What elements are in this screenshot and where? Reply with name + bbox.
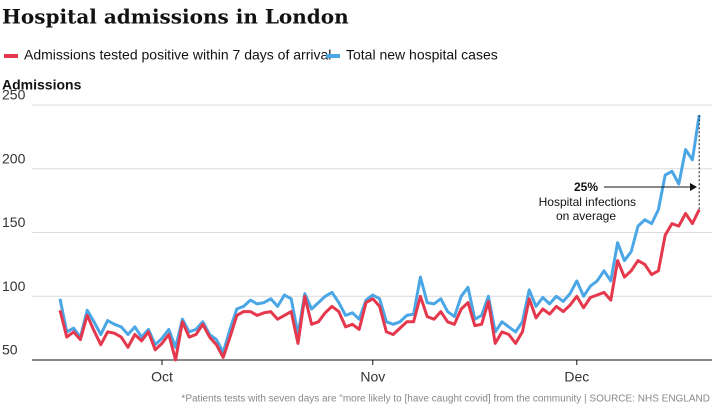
legend-label: Total new hospital cases [346, 47, 498, 63]
series-line [58, 114, 701, 354]
x-tick-label: Oct [151, 369, 173, 385]
legend-label: Admissions tested positive within 7 days… [24, 47, 331, 63]
annotation-text: on average [556, 209, 616, 223]
y-axis-label: Admissions [2, 77, 82, 93]
y-tick-label: 150 [2, 214, 26, 230]
x-tick-label: Nov [360, 369, 385, 385]
y-tick-label: 100 [2, 278, 26, 294]
chart-title: Hospital admissions in London [2, 5, 349, 29]
y-tick-label: 250 [2, 87, 26, 103]
annotation-text: Hospital infections [539, 195, 636, 209]
series-line [58, 208, 701, 362]
annotation-arrowhead [690, 183, 697, 191]
x-tick-label: Dec [564, 369, 589, 385]
footnote: *Patients tests with seven days are "mor… [181, 394, 710, 405]
y-tick-label: 200 [2, 150, 26, 166]
annotation-value: 25% [574, 180, 598, 194]
y-tick-label: 50 [2, 342, 18, 358]
